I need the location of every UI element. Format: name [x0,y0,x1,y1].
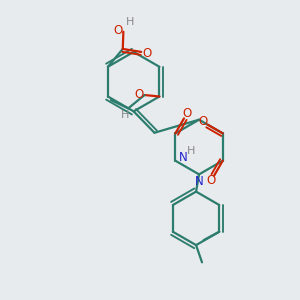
Text: H: H [126,17,134,27]
Text: O: O [198,115,207,128]
Text: H: H [121,110,130,120]
Text: O: O [206,174,216,187]
Text: O: O [135,88,144,101]
Text: O: O [182,107,192,120]
Text: H: H [187,146,195,156]
Text: O: O [142,47,151,60]
Text: N: N [195,175,204,188]
Text: O: O [113,24,123,37]
Text: N: N [179,151,188,164]
